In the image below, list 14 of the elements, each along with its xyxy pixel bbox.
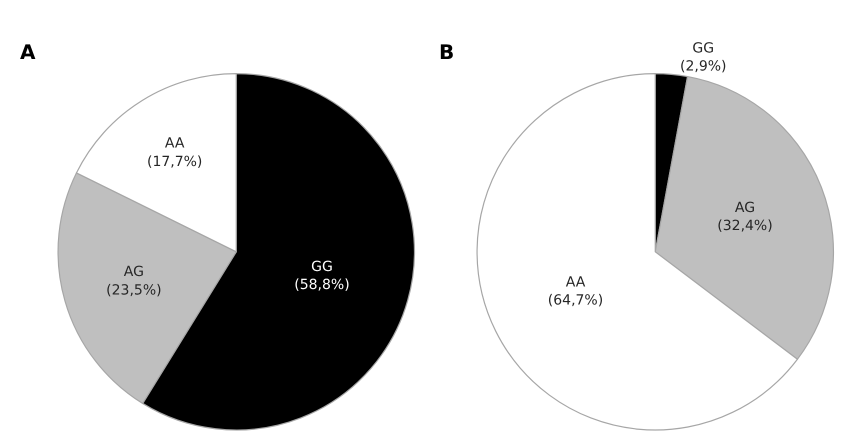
slice-label: GG (692, 40, 714, 56)
slice-label: GG (311, 259, 333, 276)
data-label: (2,9%) (680, 58, 727, 74)
data-label: (23,5%) (106, 282, 162, 298)
chart-title: B (439, 40, 454, 64)
slice-label: AA (164, 136, 185, 152)
slice-label: AA (566, 274, 586, 290)
data-label: (32,4%) (717, 218, 773, 234)
data-label: (64,7%) (548, 292, 604, 309)
slice-label: AG (124, 264, 144, 280)
data-label: (58,8%) (294, 277, 350, 294)
chart-title: A (20, 40, 36, 64)
slice-label: AG (734, 200, 756, 216)
data-label: (17,7%) (146, 154, 202, 170)
